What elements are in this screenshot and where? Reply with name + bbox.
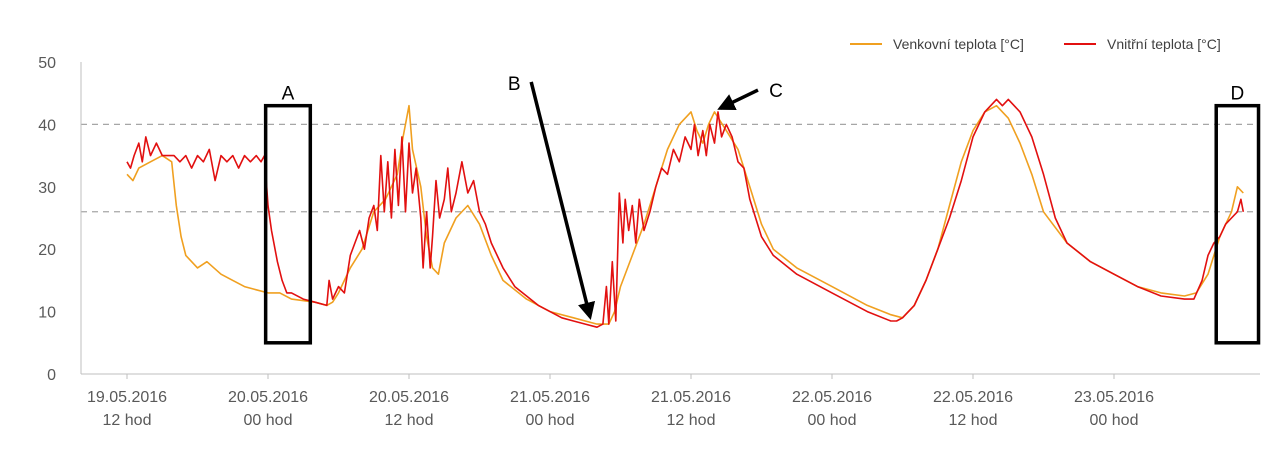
annotation-label-b: B [508, 74, 521, 95]
annotation-label-c: C [769, 81, 783, 102]
legend-label-outdoor: Venkovní teplota [°C] [893, 36, 1024, 52]
x-tick-label-date: 21.05.2016 [651, 389, 731, 406]
y-tick-label: 0 [47, 367, 56, 384]
annotation-label-a: A [282, 84, 295, 105]
annotation-label-d: D [1231, 84, 1245, 105]
y-tick-labels: 0 10 20 30 40 50 [38, 55, 56, 384]
annotations: A B C D [263, 74, 1261, 345]
x-tick-label-date: 23.05.2016 [1074, 389, 1154, 406]
x-tick-label-date: 21.05.2016 [510, 389, 590, 406]
x-tick-label-hour: 00 hod [1090, 412, 1139, 429]
series-line-indoor [126, 98, 1245, 329]
x-tick-label-date: 22.05.2016 [933, 389, 1013, 406]
y-tick-label: 30 [38, 180, 56, 197]
legend-label-indoor: Vnitřní teplota [°C] [1107, 36, 1221, 52]
x-tick-label-hour: 00 hod [808, 412, 857, 429]
x-tick-labels: 19.05.2016 12 hod 20.05.2016 00 hod 20.05.20… [87, 374, 1154, 429]
y-tick-label: 50 [38, 55, 56, 72]
x-tick-label-hour: 00 hod [244, 412, 293, 429]
x-tick-label-date: 20.05.2016 [228, 389, 308, 406]
legend: Venkovní teplota [°C] Vnitřní teplota [°… [850, 36, 1221, 52]
x-tick-label-date: 19.05.2016 [87, 389, 167, 406]
x-tick-label-date: 20.05.2016 [369, 389, 449, 406]
y-tick-label: 20 [38, 242, 56, 259]
annotation-box-d [1214, 103, 1261, 345]
x-tick-label-hour: 12 hod [385, 412, 434, 429]
x-tick-label-date: 22.05.2016 [792, 389, 872, 406]
annotation-arrow-c [717, 88, 759, 110]
x-tick-label-hour: 00 hod [526, 412, 575, 429]
series-line-outdoor [126, 104, 1244, 325]
x-tick-label-hour: 12 hod [103, 412, 152, 429]
annotation-arrow-b [529, 81, 596, 320]
series-lines [126, 98, 1245, 329]
annotation-box-a [263, 103, 313, 345]
y-tick-label: 40 [38, 117, 56, 134]
y-tick-label: 10 [38, 305, 56, 322]
x-tick-label-hour: 12 hod [667, 412, 716, 429]
x-tick-label-hour: 12 hod [949, 412, 998, 429]
reference-lines [81, 123, 1260, 213]
